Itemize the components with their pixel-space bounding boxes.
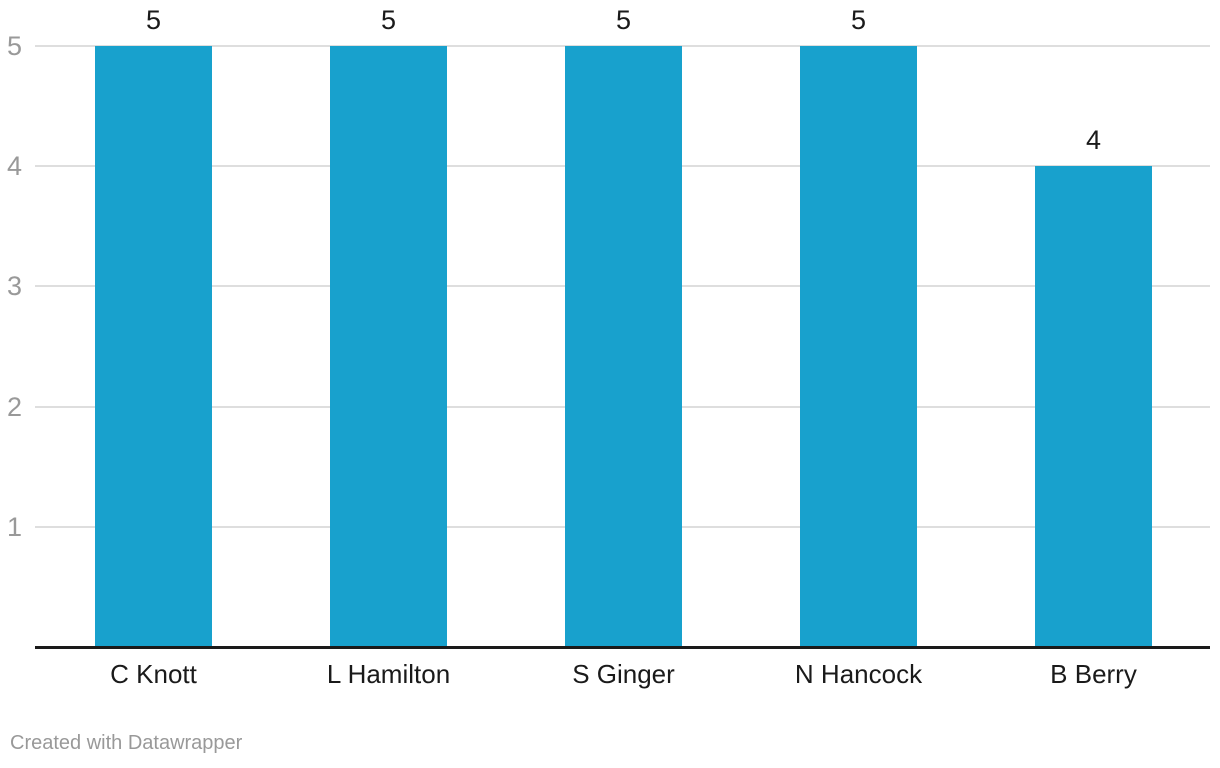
y-tick-label: 5 — [7, 31, 23, 61]
bar-n-hancock — [800, 46, 917, 647]
bar-value-label: 5 — [380, 5, 397, 35]
bar-l-hamilton — [330, 46, 447, 647]
bar-value-label: 4 — [1085, 125, 1102, 155]
category-label-l-hamilton: L Hamilton — [326, 659, 451, 689]
y-tick-label: 2 — [7, 392, 23, 422]
bar-value-label: 5 — [850, 5, 867, 35]
category-label-c-knott: C Knott — [110, 659, 197, 689]
category-label-n-hancock: N Hancock — [794, 659, 923, 689]
bar-b-berry — [1035, 166, 1152, 647]
category-label-s-ginger: S Ginger — [572, 659, 675, 689]
bar-s-ginger — [565, 46, 682, 647]
category-label-b-berry: B Berry — [1050, 659, 1137, 689]
bar-c-knott — [95, 46, 212, 647]
x-axis-baseline — [35, 646, 1210, 649]
y-tick-label: 3 — [7, 271, 23, 301]
y-tick-label: 4 — [7, 151, 23, 181]
y-tick-label: 1 — [7, 512, 23, 542]
bar-value-label: 5 — [615, 5, 632, 35]
datawrapper-credit-link[interactable]: Created with Datawrapper — [10, 732, 243, 754]
bar-value-label: 5 — [145, 5, 162, 35]
